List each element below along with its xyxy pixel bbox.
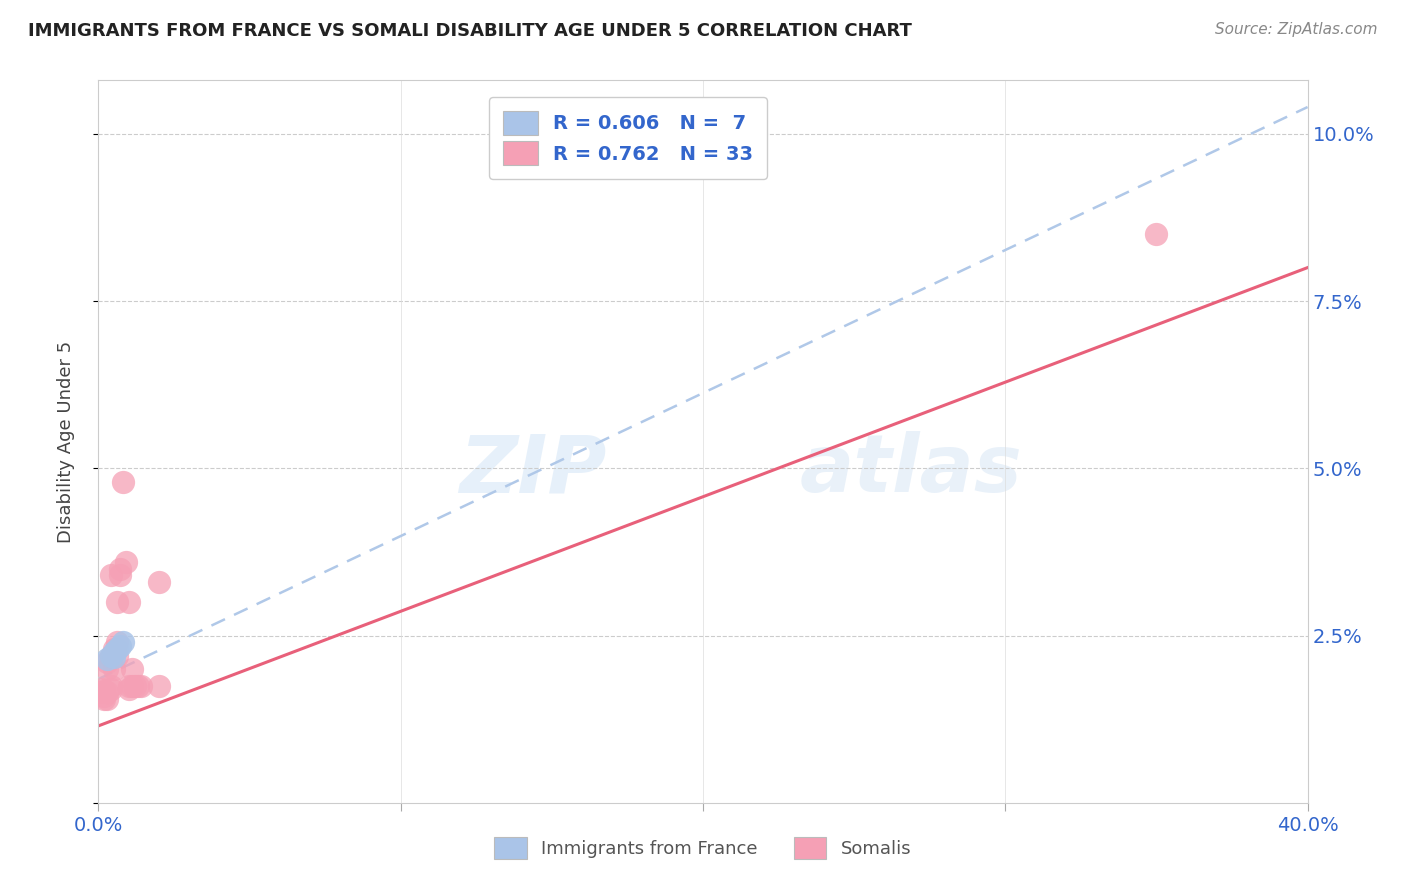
Point [127, 679, 149, 693]
Point [118, 681, 141, 696]
Point [96, 662, 118, 676]
Point [103, 649, 125, 664]
Point [100, 568, 122, 582]
Point [90, 681, 112, 696]
Point [105, 595, 128, 609]
Point [148, 574, 170, 589]
Point [118, 595, 141, 609]
Point [108, 568, 131, 582]
Point [96, 655, 118, 669]
Point [96, 652, 118, 666]
Point [96, 692, 118, 706]
Text: ZIP: ZIP [458, 432, 606, 509]
Point [103, 645, 125, 659]
Point [121, 662, 143, 676]
Point [93, 683, 115, 698]
Point [100, 648, 122, 663]
Point [111, 635, 134, 649]
Point [100, 681, 122, 696]
Point [118, 679, 141, 693]
Y-axis label: Disability Age Under 5: Disability Age Under 5 [56, 341, 75, 542]
Point [93, 689, 115, 703]
Point [103, 642, 125, 657]
Point [114, 555, 136, 569]
Point [103, 662, 125, 676]
Text: IMMIGRANTS FROM FRANCE VS SOMALI DISABILITY AGE UNDER 5 CORRELATION CHART: IMMIGRANTS FROM FRANCE VS SOMALI DISABIL… [28, 22, 912, 40]
Point [129, 679, 152, 693]
Point [90, 685, 112, 699]
Point [108, 562, 131, 576]
Point [105, 642, 128, 657]
Point [108, 639, 131, 653]
Text: atlas: atlas [800, 432, 1022, 509]
Point [1144, 227, 1167, 241]
Point [121, 679, 143, 693]
Point [105, 635, 128, 649]
Point [105, 648, 128, 663]
Legend: Immigrants from France, Somalis: Immigrants from France, Somalis [488, 830, 918, 866]
Text: Source: ZipAtlas.com: Source: ZipAtlas.com [1215, 22, 1378, 37]
Point [100, 648, 122, 663]
Point [100, 679, 122, 693]
Point [148, 679, 170, 693]
Point [96, 685, 118, 699]
Point [124, 679, 146, 693]
Point [111, 475, 134, 489]
Point [93, 692, 115, 706]
